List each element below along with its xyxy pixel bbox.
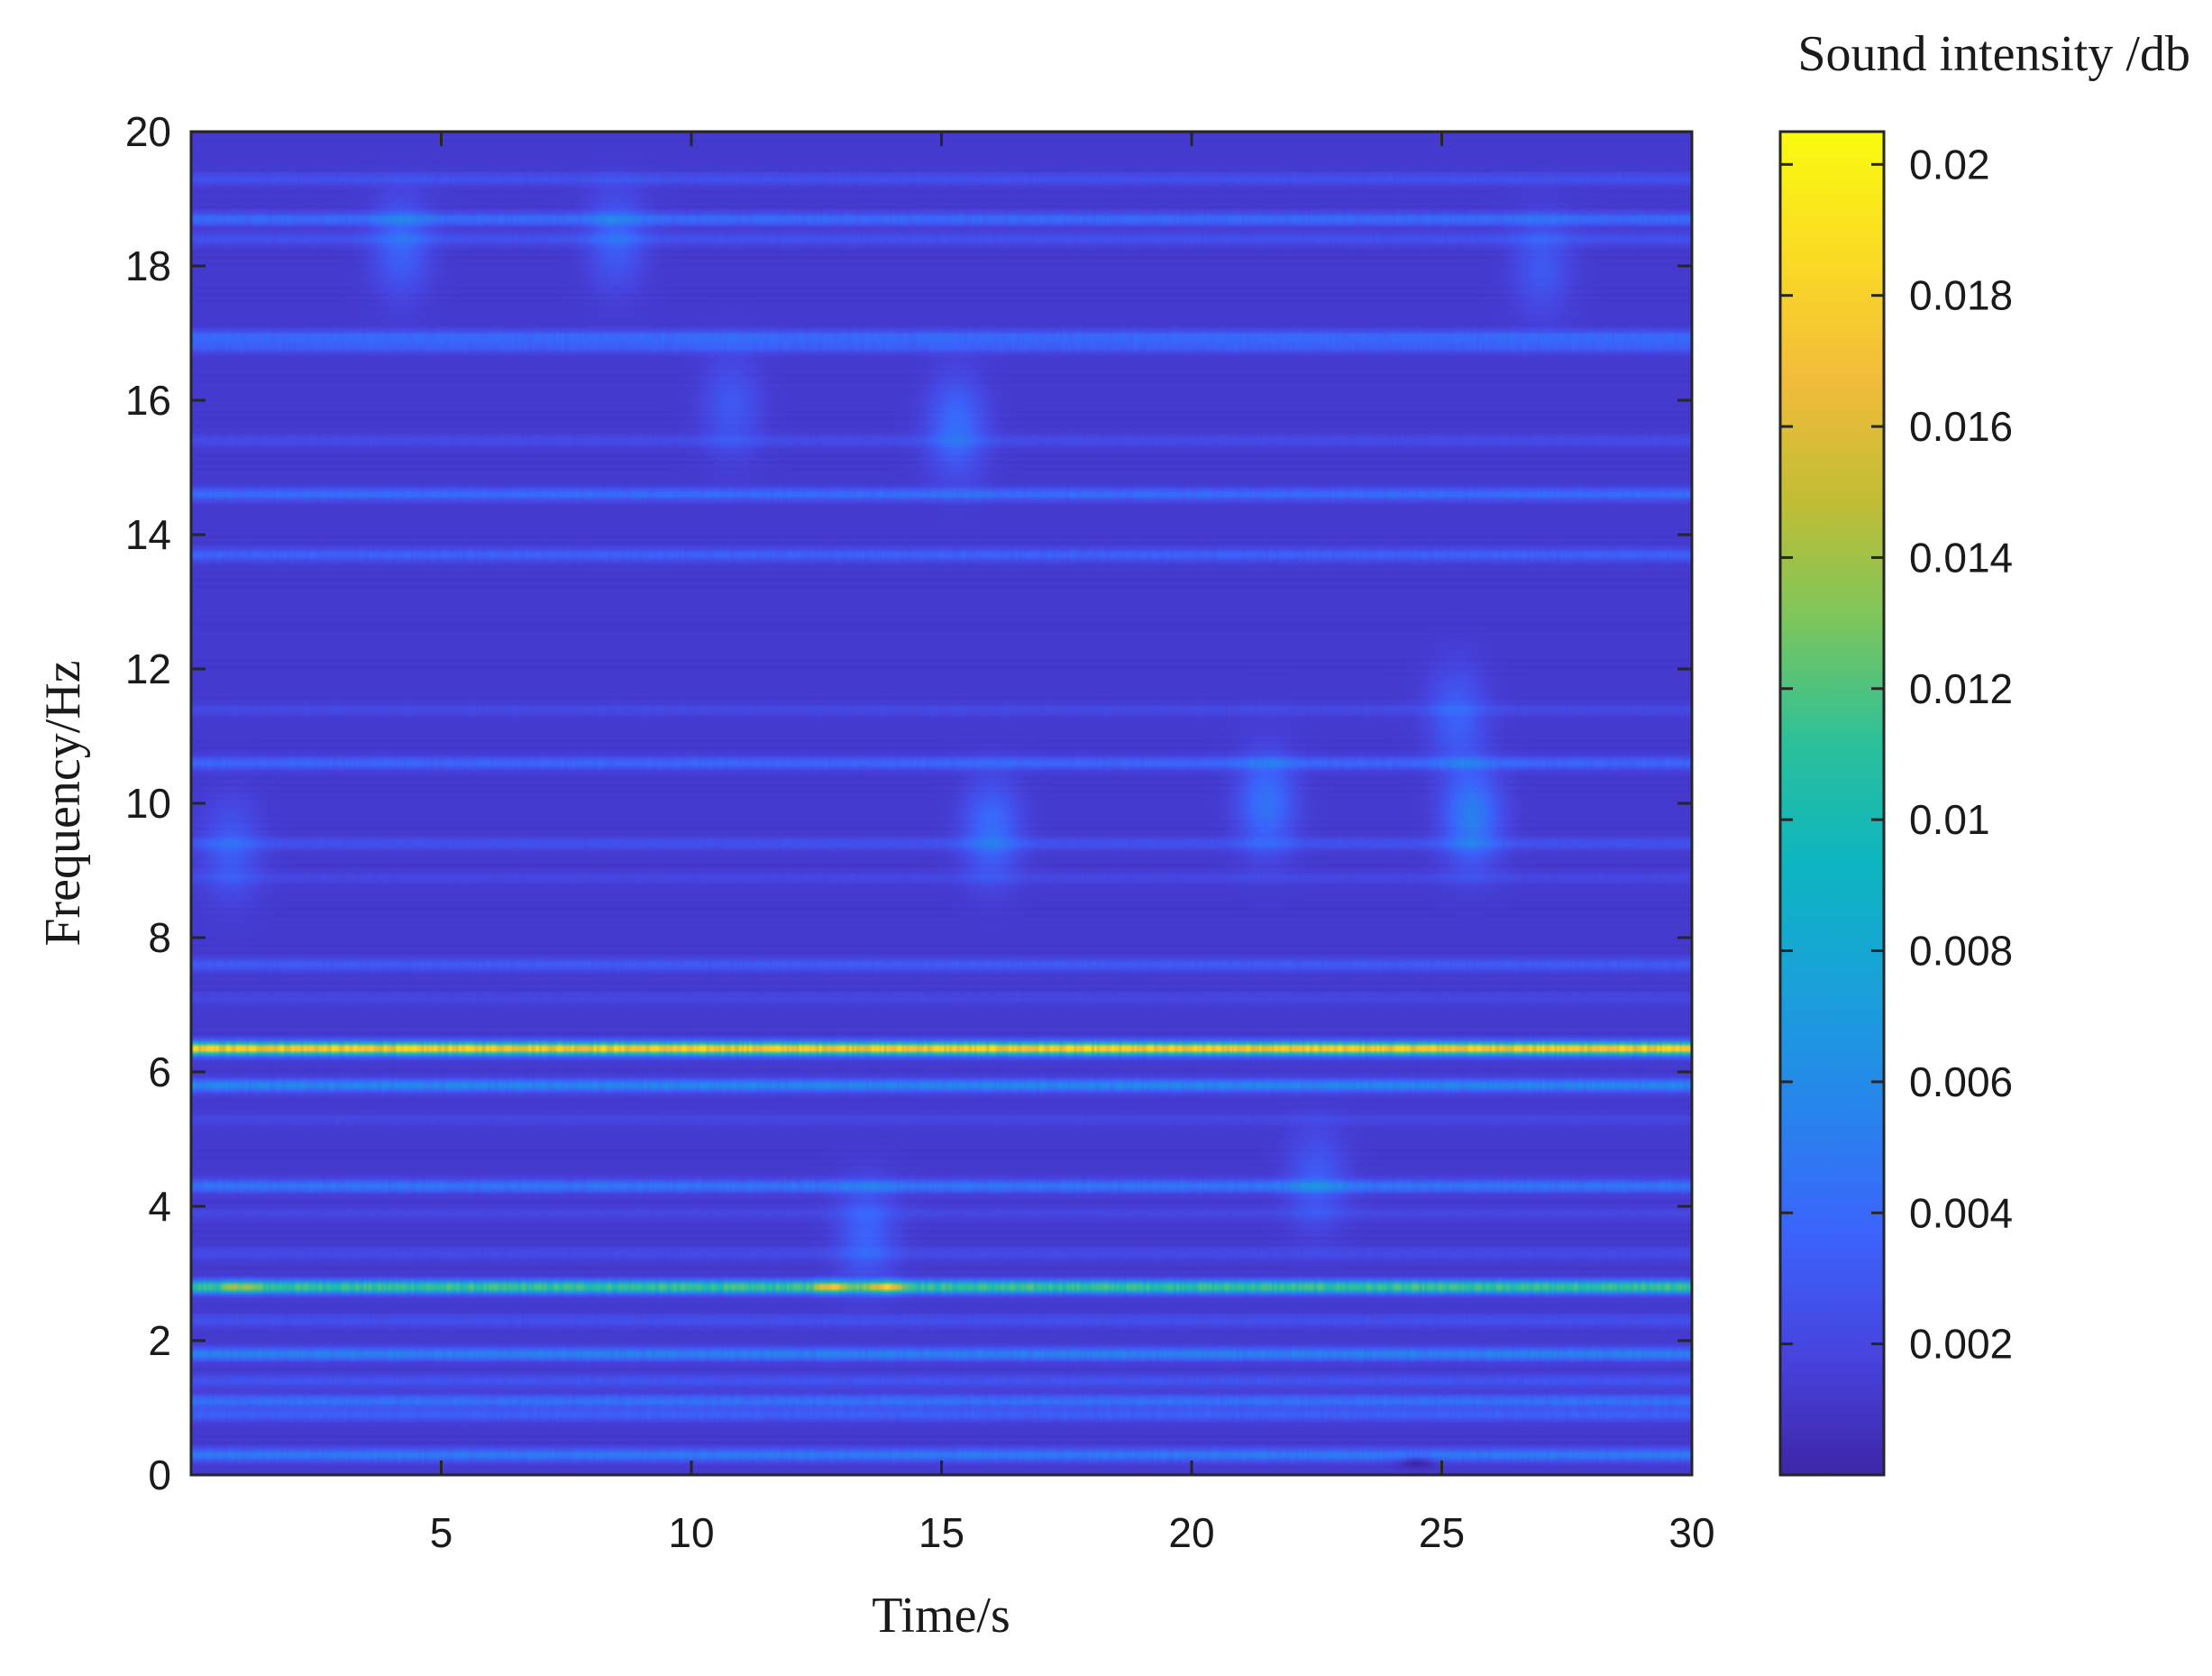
y-axis-title: Frequency/Hz — [35, 660, 91, 946]
y-tick-label: 20 — [125, 108, 171, 155]
x-tick-label: 20 — [1168, 1509, 1214, 1556]
x-axis-title: Time/s — [872, 1588, 1010, 1644]
x-tick-label: 30 — [1668, 1509, 1714, 1556]
x-tick-label: 5 — [430, 1509, 453, 1556]
y-tick-label: 4 — [148, 1183, 171, 1230]
y-tick-label: 14 — [125, 511, 171, 558]
y-tick-label: 0 — [148, 1452, 171, 1498]
colorbar-tick-label: 0.016 — [1909, 403, 2013, 450]
heatmap-cells — [191, 132, 1692, 1475]
y-tick-label: 2 — [148, 1317, 171, 1364]
x-tick-label: 25 — [1419, 1509, 1465, 1556]
y-tick-label: 16 — [125, 377, 171, 424]
colorbar-tick-label: 0.008 — [1909, 928, 2013, 975]
y-axis: 0 2 4 6 8 10 12 14 16 18 20 — [125, 108, 1692, 1498]
colorbar-axis: 0.002 0.004 0.006 0.008 0.01 0.012 0.014 0.016 0… — [1780, 141, 2013, 1368]
colorbar-tick-label: 0.006 — [1909, 1058, 2013, 1105]
colorbar-tick-label: 0.02 — [1909, 141, 1990, 188]
y-tick-label: 10 — [125, 780, 171, 827]
x-axis: 5 10 15 20 25 30 — [430, 132, 1715, 1556]
y-tick-label: 12 — [125, 646, 171, 692]
y-tick-label: 6 — [148, 1049, 171, 1095]
colorbar-tick-label: 0.018 — [1909, 272, 2013, 319]
colorbar-tick-label: 0.012 — [1909, 665, 2013, 712]
colorbar-tick-label: 0.014 — [1909, 534, 2013, 581]
y-tick-label: 8 — [148, 914, 171, 961]
colorbar-tick-label: 0.004 — [1909, 1189, 2013, 1236]
x-tick-label: 15 — [919, 1509, 964, 1556]
y-tick-label: 18 — [125, 243, 171, 289]
x-tick-label: 10 — [668, 1509, 714, 1556]
colorbar-tick-label: 0.002 — [1909, 1321, 2013, 1368]
colorbar — [1778, 130, 1886, 1477]
colorbar-title: Sound intensity /db — [1797, 26, 2190, 82]
colorbar-tick-label: 0.01 — [1909, 796, 1990, 843]
